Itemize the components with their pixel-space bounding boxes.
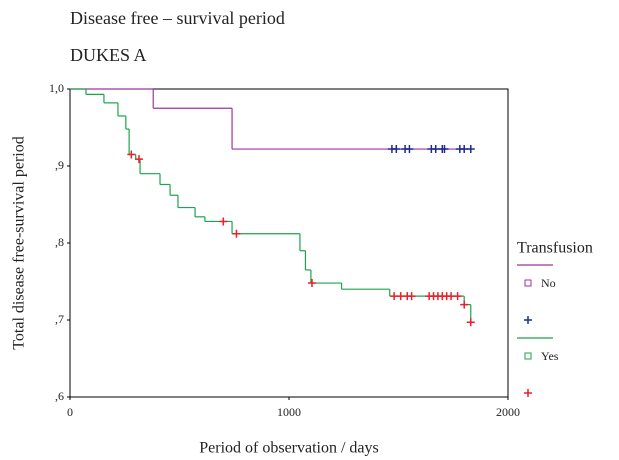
legend-marker (524, 279, 532, 287)
censor-mark (219, 217, 228, 226)
x-tick-label: 0 (67, 405, 73, 419)
censor-mark (407, 292, 416, 301)
censor-mark (440, 145, 449, 154)
legend-label: No (541, 276, 556, 290)
legend-marker (524, 352, 532, 360)
censor-mark (460, 300, 469, 309)
y-tick-label: ,9 (55, 158, 64, 172)
censor-mark (392, 145, 401, 154)
x-tick-label: 1000 (277, 405, 301, 419)
x-tick-label: 2000 (496, 405, 520, 419)
censor-mark (405, 145, 414, 154)
chart-subtitle: DUKES A (70, 45, 147, 65)
chart-title: Disease free – survival period (70, 8, 285, 28)
y-axis-label: Total disease free-survival period (11, 136, 28, 349)
y-tick-label: ,8 (55, 235, 64, 249)
censor-mark (466, 145, 475, 154)
censor-mark (127, 150, 136, 159)
legend-label: Yes (541, 349, 559, 363)
censor-mark (232, 229, 241, 238)
censor-mark (307, 279, 316, 288)
y-tick-label: ,6 (55, 389, 64, 403)
censor-mark (466, 318, 475, 327)
legend-censor (524, 389, 532, 397)
y-tick-label: 1,0 (49, 81, 64, 95)
plot-frame (69, 88, 509, 398)
legend-censor (524, 316, 532, 324)
legend-title: Transfusion (517, 240, 593, 257)
y-tick-label: ,7 (55, 312, 64, 326)
x-axis-label: Period of observation / days (199, 440, 379, 457)
censor-mark (453, 292, 462, 301)
censor-mark (134, 155, 143, 164)
